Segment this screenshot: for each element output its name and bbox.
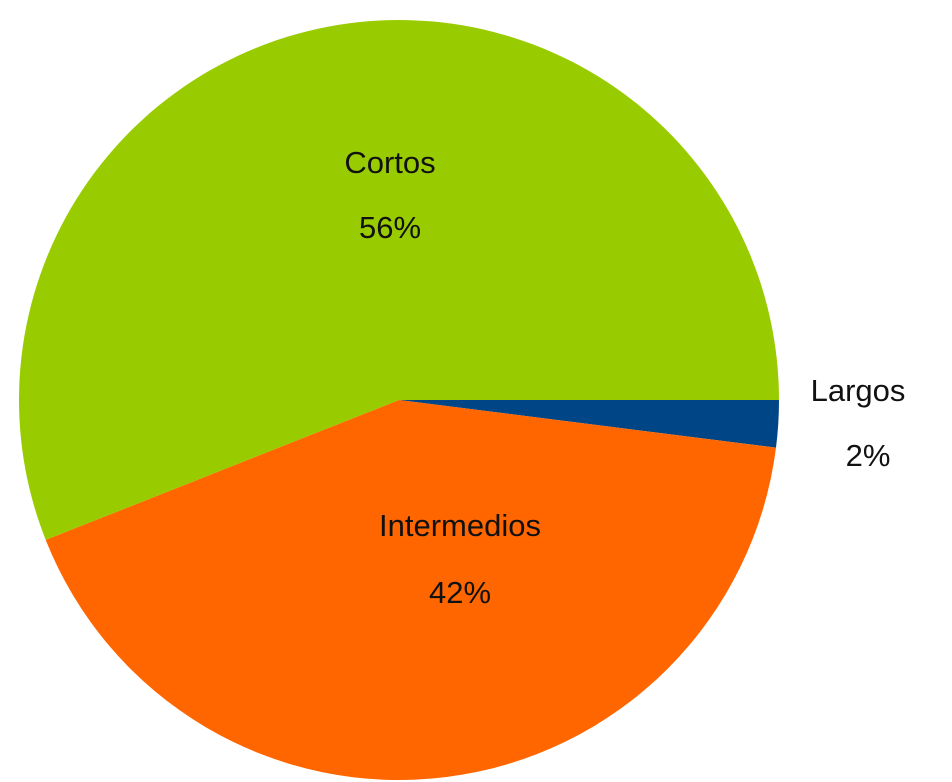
slice-label: Intermedios — [379, 508, 541, 543]
value-label: 42% — [429, 575, 491, 610]
slice-label: Cortos — [344, 145, 435, 180]
pie-slice — [19, 20, 780, 540]
pie-slice — [399, 400, 779, 448]
pie-slice — [45, 400, 777, 781]
value-label: 2% — [846, 438, 891, 473]
slice-label: Largos — [811, 373, 906, 408]
value-label: 56% — [359, 210, 421, 245]
